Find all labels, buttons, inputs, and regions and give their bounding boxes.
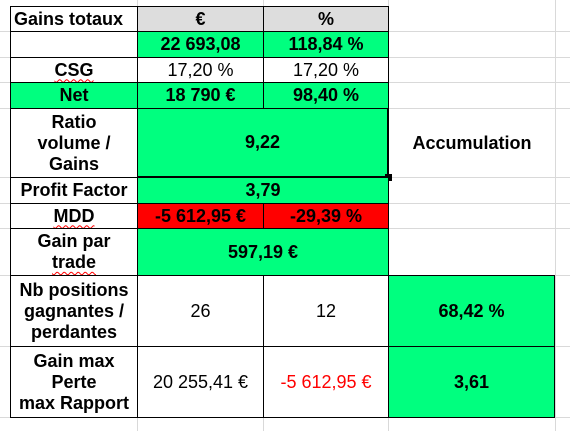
profit-factor-value: 3,79: [245, 180, 281, 200]
gain-par-trade-label-line1: Gain par: [37, 231, 111, 251]
header-euro: €: [195, 8, 206, 29]
cell-gains-totaux-label[interactable]: Gains totaux: [10, 6, 138, 32]
cell-net-percent[interactable]: 98,40 %: [263, 82, 389, 109]
cell-mdd-percent[interactable]: -29,39 %: [263, 203, 389, 229]
positions-ratio: 68,42 %: [438, 300, 505, 321]
ratio-label-line3: Gains: [48, 153, 100, 174]
net-euro: 18 790 €: [165, 85, 236, 105]
mdd-euro: -5 612,95 €: [154, 205, 247, 226]
cell-csg-label[interactable]: CSG: [10, 57, 138, 83]
cell-gain-max[interactable]: 20 255,41 €: [137, 346, 264, 418]
profit-factor-label: Profit Factor: [20, 180, 128, 200]
cell-gain-perte-label[interactable]: Gain max Perte max Rapport: [10, 346, 138, 418]
cell-ratio-label[interactable]: Ratio volume / Gains: [10, 108, 138, 178]
cell-empty[interactable]: [10, 31, 138, 58]
net-label: Net: [59, 85, 89, 105]
positions-label-line2: gagnantes /: [23, 300, 125, 321]
header-percent: %: [317, 8, 334, 29]
csg-euro: 17,20 %: [167, 59, 234, 80]
mdd-percent: -29,39 %: [289, 205, 363, 226]
gain-par-trade-value: 597,19 €: [227, 241, 299, 262]
csg-percent: 17,20 %: [292, 59, 360, 80]
cell-mdd-label[interactable]: MDD: [10, 203, 138, 229]
perte-max-value: -5 612,95 €: [280, 371, 372, 392]
cell-header-euro[interactable]: €: [137, 6, 264, 32]
positions-label-line1: Nb positions: [19, 279, 129, 300]
cell-gain-par-trade-label[interactable]: Gain par trade: [10, 228, 138, 276]
gain-par-trade-label-line2: trade: [51, 252, 96, 272]
positions-gagnantes: 26: [190, 300, 211, 321]
cell-positions-perdantes[interactable]: 12: [263, 275, 389, 347]
net-percent: 98,40 %: [292, 85, 360, 105]
positions-perdantes: 12: [315, 300, 337, 321]
gains-totaux-percent: 118,84 %: [288, 34, 364, 54]
accumulation-label: Accumulation: [412, 132, 532, 153]
cell-positions-gagnantes[interactable]: 26: [137, 275, 264, 347]
gain-perte-label-line3: max Rapport: [18, 392, 130, 413]
cell-gains-totaux-euro[interactable]: 22 693,08: [137, 31, 264, 58]
gains-totaux-euro: 22 693,08: [160, 34, 241, 54]
cell-mdd-euro[interactable]: -5 612,95 €: [137, 203, 264, 229]
cell-gain-par-trade-value[interactable]: 597,19 €: [137, 228, 389, 276]
csg-label: CSG: [54, 59, 94, 80]
cell-profit-factor-label[interactable]: Profit Factor: [10, 177, 138, 204]
ratio-label-line1: Ratio: [51, 111, 97, 132]
cell-net-label[interactable]: Net: [10, 82, 138, 109]
cell-csg-percent[interactable]: 17,20 %: [263, 57, 389, 83]
cell-positions-ratio[interactable]: 68,42 %: [388, 275, 555, 347]
cell-net-euro[interactable]: 18 790 €: [137, 82, 264, 109]
cell-positions-label[interactable]: Nb positions gagnantes / perdantes: [10, 275, 138, 347]
cell-profit-factor-value[interactable]: 3,79: [137, 177, 389, 204]
mdd-label: MDD: [53, 205, 95, 226]
rapport-value: 3,61: [453, 371, 490, 392]
cell-gains-totaux-percent[interactable]: 118,84 %: [263, 31, 389, 58]
cell-ratio-value[interactable]: 9,22: [137, 108, 389, 178]
cell-header-percent[interactable]: %: [263, 6, 389, 32]
cell-rapport[interactable]: 3,61: [388, 346, 555, 418]
gain-perte-label-line2: Perte: [51, 371, 97, 392]
gain-perte-label-line1: Gain max: [33, 350, 115, 371]
positions-label-line3: perdantes: [30, 321, 118, 342]
gain-max-value: 20 255,41 €: [152, 371, 249, 392]
cell-accumulation-label[interactable]: Accumulation: [389, 108, 555, 178]
ratio-label-line2: volume /: [37, 132, 111, 153]
ratio-value: 9,22: [244, 132, 281, 152]
cell-perte-max[interactable]: -5 612,95 €: [263, 346, 389, 418]
gridline-col: [555, 0, 556, 431]
gains-totaux-label: Gains totaux: [14, 8, 124, 29]
cell-csg-euro[interactable]: 17,20 %: [137, 57, 264, 83]
